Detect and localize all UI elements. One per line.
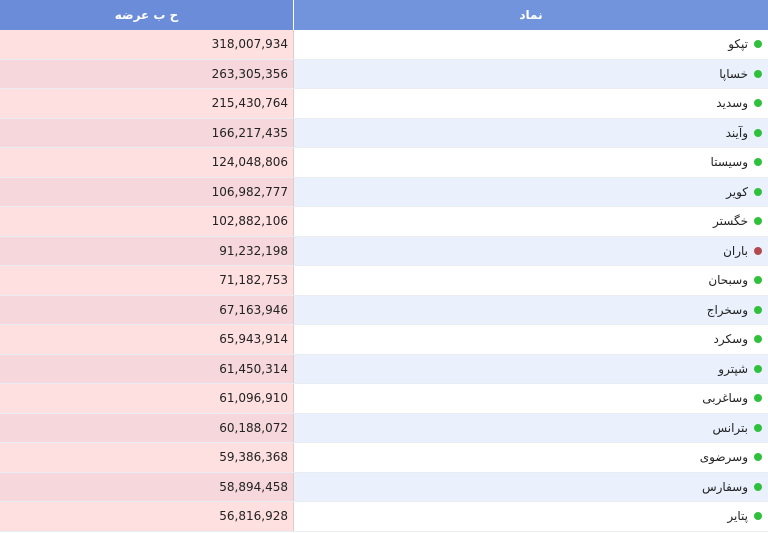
symbol-cell[interactable]: تپکو: [294, 30, 768, 59]
status-dot-icon: [754, 305, 762, 314]
value-cell: 59,386,368: [0, 443, 294, 472]
symbol-label: وآیند: [725, 125, 748, 140]
symbol-cell[interactable]: وسیستا: [294, 148, 768, 177]
symbol-label: وسدید: [716, 96, 748, 111]
value-cell: 102,882,106: [0, 207, 294, 236]
status-dot-icon: [754, 69, 762, 78]
status-dot-icon: [754, 512, 762, 521]
table-row[interactable]: 60,188,072 بترانس: [0, 413, 768, 443]
value-cell: 124,048,806: [0, 148, 294, 177]
symbol-label: وسیستا: [710, 155, 748, 170]
status-dot-icon: [754, 482, 762, 491]
status-dot-icon: [754, 99, 762, 108]
symbol-label: باران: [723, 243, 748, 258]
status-dot-icon: [754, 394, 762, 403]
value-cell: 61,450,314: [0, 354, 294, 383]
value-cell: 61,096,910: [0, 384, 294, 413]
symbol-cell[interactable]: باران: [294, 236, 768, 265]
symbol-cell[interactable]: وساغربی: [294, 384, 768, 413]
symbol-label: خساپا: [719, 66, 748, 81]
symbol-label: تپکو: [728, 37, 748, 52]
symbol-label: وسخراج: [706, 302, 748, 317]
symbol-cell[interactable]: خساپا: [294, 59, 768, 88]
status-dot-icon: [754, 187, 762, 196]
value-cell: 58,894,458: [0, 472, 294, 501]
table-row[interactable]: 102,882,106 خگستر: [0, 207, 768, 237]
value-cell: 67,163,946: [0, 295, 294, 324]
status-dot-icon: [754, 276, 762, 285]
table-row[interactable]: 71,182,753 وسبحان: [0, 266, 768, 296]
symbol-label: بترانس: [712, 420, 748, 435]
status-dot-icon: [754, 217, 762, 226]
symbol-cell[interactable]: وسکرد: [294, 325, 768, 354]
symbol-cell[interactable]: پتایر: [294, 502, 768, 531]
symbol-label: شپترو: [718, 361, 748, 376]
symbol-cell[interactable]: وسرضوی: [294, 443, 768, 472]
column-header-value[interactable]: ح ب عرضه: [0, 0, 294, 30]
symbol-label: وسکرد: [713, 332, 748, 347]
table-row[interactable]: 65,943,914 وسکرد: [0, 325, 768, 355]
table-row[interactable]: 124,048,806 وسیستا: [0, 148, 768, 178]
table-row[interactable]: 106,982,777 کویر: [0, 177, 768, 207]
value-cell: 318,007,934: [0, 30, 294, 59]
status-dot-icon: [754, 453, 762, 462]
table-header: ح ب عرضه نماد: [0, 0, 768, 30]
status-dot-icon: [754, 423, 762, 432]
status-dot-icon: [754, 364, 762, 373]
value-cell: 215,430,764: [0, 89, 294, 118]
symbol-cell[interactable]: کویر: [294, 177, 768, 206]
symbol-label: وسرضوی: [699, 450, 748, 465]
value-cell: 71,182,753: [0, 266, 294, 295]
table-row[interactable]: 215,430,764 وسدید: [0, 89, 768, 119]
value-cell: 65,943,914: [0, 325, 294, 354]
symbol-label: وسبحان: [708, 273, 748, 288]
symbol-cell[interactable]: وآیند: [294, 118, 768, 147]
table-body: 318,007,934 تپکو 263,305,356 خساپا 215,430,7…: [0, 30, 768, 532]
status-dot-icon: [754, 158, 762, 167]
value-cell: 166,217,435: [0, 118, 294, 147]
symbol-label: خگستر: [713, 214, 748, 229]
symbol-cell[interactable]: بترانس: [294, 413, 768, 442]
value-cell: 263,305,356: [0, 59, 294, 88]
table-row[interactable]: 91,232,198 باران: [0, 236, 768, 266]
symbol-label: پتایر: [727, 509, 748, 524]
value-cell: 56,816,928: [0, 502, 294, 531]
table-row[interactable]: 318,007,934 تپکو: [0, 30, 768, 60]
symbol-cell[interactable]: وسدید: [294, 89, 768, 118]
symbol-cell[interactable]: وسفارس: [294, 472, 768, 501]
status-dot-icon: [754, 40, 762, 49]
table-row[interactable]: 61,450,314 شپترو: [0, 354, 768, 384]
status-dot-icon: [754, 335, 762, 344]
table-row[interactable]: 59,386,368 وسرضوی: [0, 443, 768, 473]
table-row[interactable]: 56,816,928 پتایر: [0, 502, 768, 532]
symbol-label: وسفارس: [701, 479, 748, 494]
symbol-cell[interactable]: وسخراج: [294, 295, 768, 324]
table-row[interactable]: 166,217,435 وآیند: [0, 118, 768, 148]
symbol-cell[interactable]: وسبحان: [294, 266, 768, 295]
value-cell: 91,232,198: [0, 236, 294, 265]
status-dot-icon: [754, 128, 762, 137]
symbol-cell[interactable]: شپترو: [294, 354, 768, 383]
value-cell: 60,188,072: [0, 413, 294, 442]
status-dot-icon: [754, 246, 762, 255]
table-row[interactable]: 263,305,356 خساپا: [0, 59, 768, 89]
value-cell: 106,982,777: [0, 177, 294, 206]
table-row[interactable]: 58,894,458 وسفارس: [0, 472, 768, 502]
symbol-label: وساغربی: [702, 391, 748, 406]
table-row[interactable]: 67,163,946 وسخراج: [0, 295, 768, 325]
table-row[interactable]: 61,096,910 وساغربی: [0, 384, 768, 414]
column-header-symbol[interactable]: نماد: [294, 0, 768, 30]
symbol-label: کویر: [726, 184, 748, 199]
symbol-cell[interactable]: خگستر: [294, 207, 768, 236]
